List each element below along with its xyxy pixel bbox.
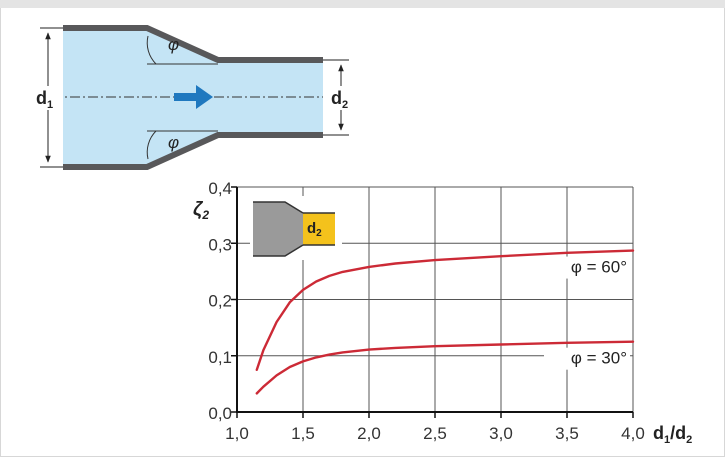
- d2-label: d2: [331, 88, 348, 111]
- x-tick-label: 1,0: [225, 424, 249, 443]
- series-line-2: [255, 340, 635, 395]
- d2-label-subscript: 2: [342, 99, 348, 111]
- y-tick-label: 0,4: [208, 179, 232, 198]
- d1-label: d1: [36, 88, 53, 111]
- x-tick-label: 3,0: [489, 424, 513, 443]
- y-tick-label: 0,3: [208, 235, 232, 254]
- inset-reducer-icon: d2: [250, 196, 342, 260]
- pipe-wall-top: [63, 25, 323, 63]
- d1-label-bg: [34, 86, 62, 110]
- x-tick-label: 2,0: [357, 424, 381, 443]
- inset-narrow-section: [303, 213, 335, 245]
- series-label-1: φ = 60°: [571, 258, 627, 277]
- x-axis-label: d1/d2: [653, 423, 692, 446]
- reducer-diagram: φ φ d1 d2: [34, 25, 357, 170]
- y-tick-label: 0,2: [208, 292, 232, 311]
- angle-label-top: φ: [168, 35, 179, 54]
- inset-wide-section-edge: [253, 201, 304, 257]
- inset-wide-section: [253, 202, 303, 256]
- chart-series: [255, 249, 635, 395]
- d1-label-subscript: 1: [47, 99, 53, 111]
- pipe-wall-bottom: [63, 132, 323, 170]
- series-line-1: [255, 249, 635, 371]
- chart-axes: [231, 186, 634, 418]
- x-tick-label: 2,5: [423, 424, 447, 443]
- angle-arc-bottom: [146, 130, 157, 160]
- angle-arc-top: [146, 35, 157, 65]
- chart-series-labels: φ = 60° φ = 30°: [544, 256, 630, 370]
- d2-label-bg: [329, 86, 357, 110]
- x-tick-label: 4,0: [621, 424, 645, 443]
- x-tick-label: 3,5: [555, 424, 579, 443]
- flow-arrow: [174, 85, 213, 109]
- y-tick-label: 0,0: [208, 404, 232, 423]
- inset-label: d2: [307, 220, 322, 239]
- y-axis-label-subscript: 2: [201, 208, 209, 222]
- series-label-bg: [544, 347, 630, 370]
- y-axis-label: ζ2: [193, 199, 209, 222]
- series-label-2: φ = 30°: [571, 349, 627, 368]
- series-label-bg: [544, 256, 630, 279]
- chart: 1,0 1,5 2,0 2,5 3,0 3,5 4,0 0,0 0,1 0,2 0,3 0,4 φ =…: [193, 179, 692, 446]
- angle-label-bottom: φ: [168, 133, 179, 152]
- y-tick-label: 0,1: [208, 348, 232, 367]
- inset-label-subscript: 2: [316, 228, 322, 239]
- chart-tick-labels: 1,0 1,5 2,0 2,5 3,0 3,5 4,0 0,0 0,1 0,2 0,3 0,4: [208, 179, 644, 443]
- x-tick-label: 1,5: [291, 424, 315, 443]
